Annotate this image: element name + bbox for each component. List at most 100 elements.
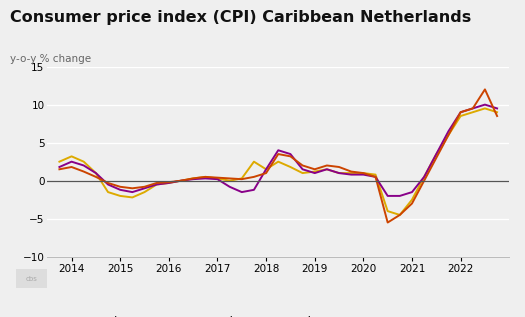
- Line: St Eustatius: St Eustatius: [59, 108, 497, 215]
- St Eustatius: [457, 114, 464, 118]
- St Eustatius: [397, 213, 403, 217]
- Saba: [421, 175, 427, 179]
- St Eustatius: [275, 160, 281, 164]
- Bonaire: [202, 175, 208, 179]
- Line: Saba: Saba: [59, 105, 497, 196]
- Saba: [372, 175, 379, 179]
- St Eustatius: [239, 177, 245, 180]
- Saba: [56, 165, 62, 169]
- Saba: [117, 188, 123, 192]
- St Eustatius: [251, 160, 257, 164]
- St Eustatius: [409, 198, 415, 202]
- Bonaire: [178, 179, 184, 183]
- St Eustatius: [226, 179, 233, 183]
- Saba: [287, 152, 293, 156]
- St Eustatius: [105, 190, 111, 194]
- St Eustatius: [336, 171, 342, 175]
- Saba: [457, 110, 464, 114]
- Bonaire: [93, 175, 99, 179]
- St Eustatius: [166, 181, 172, 185]
- Saba: [178, 179, 184, 183]
- Saba: [263, 167, 269, 171]
- Bonaire: [275, 152, 281, 156]
- Saba: [324, 167, 330, 171]
- St Eustatius: [129, 196, 135, 199]
- Bonaire: [494, 114, 500, 118]
- Saba: [360, 173, 366, 177]
- Saba: [470, 107, 476, 110]
- St Eustatius: [141, 190, 148, 194]
- Bonaire: [384, 221, 391, 224]
- Saba: [251, 188, 257, 192]
- Bonaire: [433, 156, 439, 160]
- Bonaire: [445, 133, 452, 137]
- Bonaire: [117, 185, 123, 189]
- Bonaire: [166, 180, 172, 184]
- St Eustatius: [482, 107, 488, 110]
- Bonaire: [129, 186, 135, 190]
- Saba: [190, 177, 196, 181]
- Saba: [336, 171, 342, 175]
- St Eustatius: [348, 171, 354, 175]
- St Eustatius: [384, 209, 391, 213]
- Bonaire: [239, 177, 245, 181]
- Saba: [348, 173, 354, 177]
- Bonaire: [299, 164, 306, 167]
- Text: y-o-y % change: y-o-y % change: [10, 54, 92, 64]
- Bonaire: [263, 171, 269, 175]
- Bonaire: [311, 167, 318, 171]
- Saba: [239, 190, 245, 194]
- Bonaire: [141, 185, 148, 189]
- Bonaire: [482, 87, 488, 91]
- St Eustatius: [263, 167, 269, 171]
- St Eustatius: [470, 110, 476, 114]
- Saba: [166, 181, 172, 185]
- St Eustatius: [299, 171, 306, 175]
- St Eustatius: [287, 165, 293, 169]
- Saba: [433, 152, 439, 156]
- St Eustatius: [93, 171, 99, 175]
- Saba: [202, 177, 208, 180]
- Bonaire: [105, 181, 111, 185]
- Bonaire: [397, 213, 403, 217]
- Saba: [494, 107, 500, 110]
- Saba: [214, 177, 220, 181]
- Line: Bonaire: Bonaire: [59, 89, 497, 223]
- St Eustatius: [190, 177, 196, 180]
- St Eustatius: [80, 160, 87, 164]
- Bonaire: [421, 179, 427, 183]
- Bonaire: [470, 107, 476, 110]
- Bonaire: [68, 165, 75, 169]
- Bonaire: [372, 175, 379, 179]
- St Eustatius: [214, 177, 220, 180]
- Saba: [384, 194, 391, 198]
- Saba: [409, 190, 415, 194]
- Bonaire: [251, 175, 257, 179]
- Saba: [299, 167, 306, 171]
- Text: cbs: cbs: [26, 276, 37, 282]
- Text: Consumer price index (CPI) Caribbean Netherlands: Consumer price index (CPI) Caribbean Net…: [10, 10, 472, 24]
- Saba: [141, 186, 148, 190]
- Saba: [397, 194, 403, 198]
- Bonaire: [214, 176, 220, 179]
- Bonaire: [336, 165, 342, 169]
- Saba: [93, 171, 99, 175]
- Bonaire: [153, 181, 160, 185]
- St Eustatius: [56, 160, 62, 164]
- Saba: [153, 183, 160, 186]
- St Eustatius: [311, 170, 318, 173]
- Saba: [226, 185, 233, 189]
- St Eustatius: [445, 133, 452, 137]
- Saba: [80, 164, 87, 167]
- Bonaire: [348, 170, 354, 173]
- St Eustatius: [68, 154, 75, 158]
- Legend: Bonaire, St Eustatius, Saba: Bonaire, St Eustatius, Saba: [53, 316, 322, 317]
- St Eustatius: [153, 183, 160, 186]
- Bonaire: [226, 177, 233, 180]
- St Eustatius: [372, 173, 379, 177]
- Bonaire: [287, 154, 293, 158]
- Bonaire: [457, 110, 464, 114]
- Saba: [129, 190, 135, 194]
- Saba: [445, 129, 452, 133]
- St Eustatius: [433, 152, 439, 156]
